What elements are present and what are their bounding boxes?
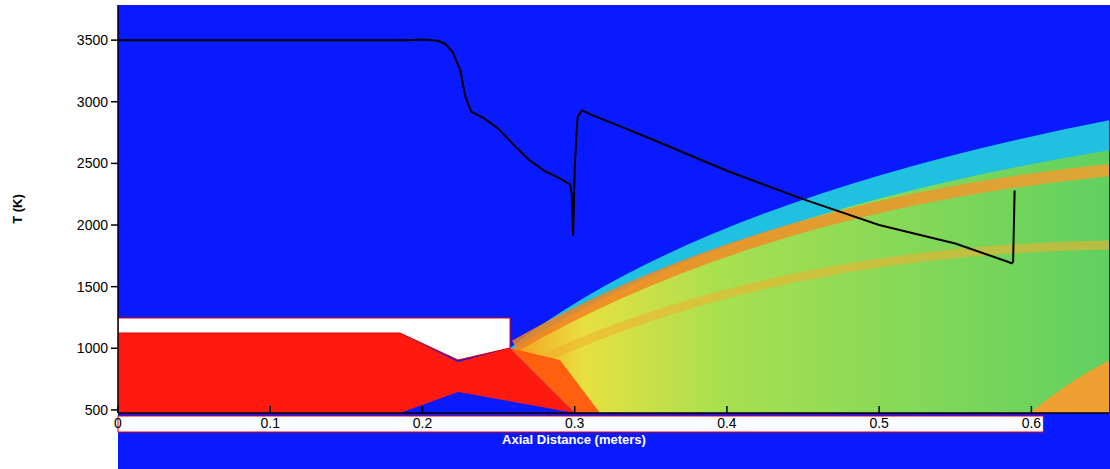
y-tick [111, 409, 118, 411]
series [118, 40, 1015, 264]
reflection [1030, 360, 1109, 413]
y-tick-label: 1000 [77, 340, 108, 356]
chart: 500 1000 1500 2000 2500 3000 3500 0 0.1 0.2 0.3 0.4… [0, 0, 1110, 469]
contour-field [118, 120, 1109, 413]
plume-outer [510, 120, 1109, 413]
x-tick [574, 406, 576, 413]
y-axis [117, 5, 119, 413]
temperature-line [118, 40, 1015, 264]
y-tick [111, 286, 118, 288]
y-tick [111, 101, 118, 103]
wall-strip [118, 416, 1043, 432]
plume-core [512, 150, 1109, 413]
y-tick-label: 2000 [77, 217, 108, 233]
x-tick-label: 0.2 [413, 415, 433, 431]
y-tick [111, 163, 118, 165]
exit-flow [510, 348, 600, 413]
x-tick-label: 0.3 [565, 415, 585, 431]
x-axis [118, 412, 1109, 414]
y-tick-label: 500 [85, 402, 109, 418]
y-tick-label: 2500 [77, 155, 108, 171]
x-axis-title: Axial Distance (meters) [502, 432, 646, 447]
x-tick-label: 0.6 [1022, 415, 1042, 431]
x-tick-label: 0.5 [869, 415, 889, 431]
field-background [118, 5, 1110, 469]
nozzle-wall [118, 318, 510, 360]
y-tick [111, 39, 118, 41]
y-tick-label: 3000 [77, 94, 108, 110]
x-tick [726, 406, 728, 413]
y-tick-label: 3500 [77, 32, 108, 48]
shock-band-inner [540, 245, 1109, 360]
y-tick [111, 224, 118, 226]
y-tick [111, 348, 118, 350]
x-tick [1031, 406, 1033, 413]
y-tick-label: 1500 [77, 279, 108, 295]
x-tick [269, 406, 271, 413]
x-tick-label: 0 [114, 415, 122, 431]
x-tick [117, 406, 119, 413]
x-tick [878, 406, 880, 413]
shock-band [515, 170, 1109, 346]
y-axis-title: T (K) [10, 194, 25, 224]
x-tick [422, 406, 424, 413]
x-tick-label: 0.1 [260, 415, 280, 431]
x-tick-label: 0.4 [717, 415, 737, 431]
